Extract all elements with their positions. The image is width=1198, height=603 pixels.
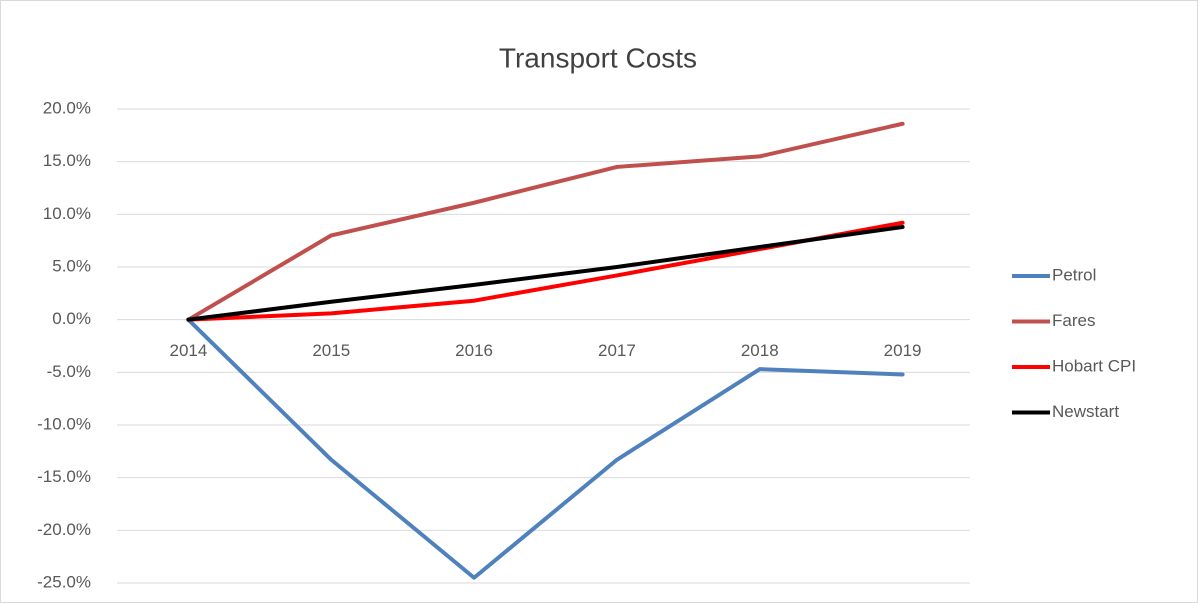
legend-label: Petrol xyxy=(1052,265,1096,284)
y-tick-label: -20.0% xyxy=(37,520,91,539)
x-tick-label: 2014 xyxy=(170,341,208,360)
legend-label: Hobart CPI xyxy=(1052,356,1136,375)
y-tick-label: -25.0% xyxy=(37,572,91,591)
chart-title: Transport Costs xyxy=(499,42,697,73)
series-line xyxy=(186,121,905,322)
y-tick-label: 20.0% xyxy=(43,98,91,117)
x-tick-label: 2018 xyxy=(741,341,779,360)
y-tick-label: -15.0% xyxy=(37,467,91,486)
x-tick-label: 2016 xyxy=(455,341,493,360)
y-tick-label: 15.0% xyxy=(43,151,91,170)
x-tick-label: 2015 xyxy=(312,341,350,360)
x-tick-label: 2019 xyxy=(884,341,922,360)
y-tick-label: -10.0% xyxy=(37,414,91,433)
y-tick-label: 5.0% xyxy=(52,256,91,275)
legend-label: Newstart xyxy=(1052,402,1119,421)
y-tick-label: 10.0% xyxy=(43,204,91,223)
y-tick-label: 0.0% xyxy=(52,309,91,328)
legend-label: Fares xyxy=(1052,311,1095,330)
series-line xyxy=(186,317,905,580)
y-tick-label: -5.0% xyxy=(47,362,91,381)
x-tick-label: 2017 xyxy=(598,341,636,360)
series-line xyxy=(186,224,905,322)
